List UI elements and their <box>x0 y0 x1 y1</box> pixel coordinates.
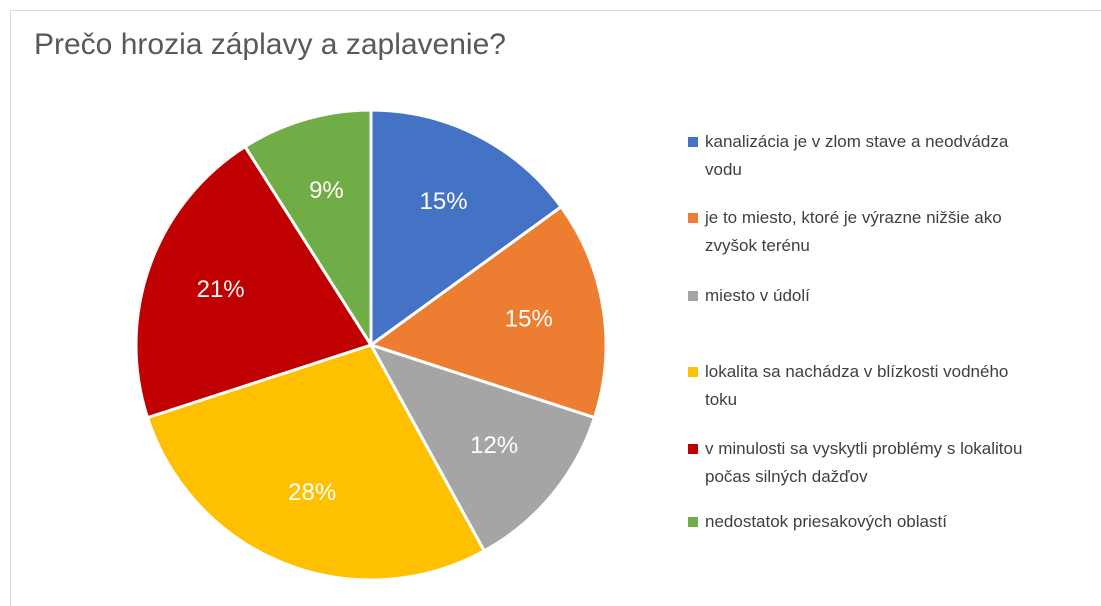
legend-label: kanalizácia je v zlom stave a neodvádza … <box>705 132 1009 179</box>
pie-slice <box>367 204 608 420</box>
legend-swatch <box>688 213 698 223</box>
legend-swatch <box>688 367 698 377</box>
legend-label: v minulosti sa vyskytli problémy s lokal… <box>705 439 1023 486</box>
legend-item: v minulosti sa vyskytli problémy s lokal… <box>688 435 1033 491</box>
legend-item: je to miesto, ktoré je výrazne nižšie ak… <box>688 204 1033 260</box>
legend-label: lokalita sa nachádza v blízkosti vodného… <box>705 362 1009 409</box>
legend-label: nedostatok priesakových oblastí <box>705 512 947 531</box>
legend-item: lokalita sa nachádza v blízkosti vodného… <box>688 358 1033 414</box>
legend-item: nedostatok priesakových oblastí <box>688 508 1033 536</box>
data-label: 15% <box>420 188 468 215</box>
pie-slice <box>134 144 374 420</box>
data-label: 9% <box>309 177 344 204</box>
legend-swatch <box>688 137 698 147</box>
chart-title: Prečo hrozia záplavy a zaplavenie? <box>34 28 506 61</box>
data-label: 28% <box>288 479 336 506</box>
legend-label: je to miesto, ktoré je výrazne nižšie ak… <box>705 208 1002 255</box>
pie-slice <box>367 342 597 553</box>
pie-slice <box>243 108 373 351</box>
legend-item: miesto v údolí <box>688 282 1033 310</box>
data-label: 15% <box>505 305 553 332</box>
legend-item: kanalizácia je v zlom stave a neodvádza … <box>688 128 1033 184</box>
pie-slice <box>145 343 487 582</box>
data-label: 12% <box>470 432 518 459</box>
legend-label: miesto v údolí <box>705 286 810 305</box>
legend-swatch <box>688 291 698 301</box>
data-label: 21% <box>197 276 245 303</box>
pie-slice <box>369 108 564 348</box>
legend-swatch <box>688 444 698 454</box>
chart-border <box>10 10 1101 606</box>
legend-swatch <box>688 517 698 527</box>
